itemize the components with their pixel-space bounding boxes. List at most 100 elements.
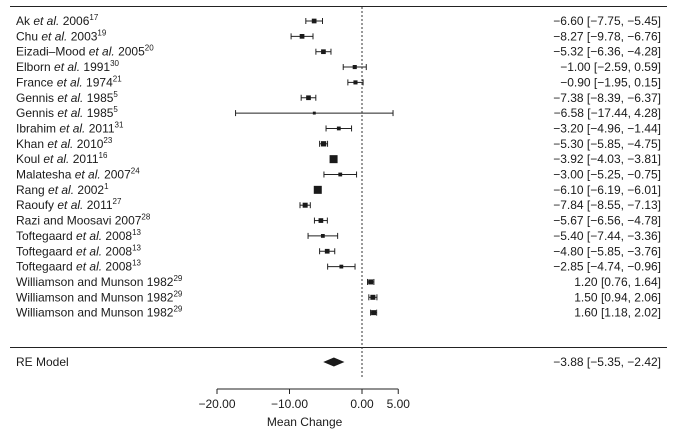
study-reference: 30	[110, 59, 119, 68]
study-label: Gennis et al. 19855	[16, 90, 118, 105]
study-year: 1985	[87, 91, 114, 105]
study-et-al: et al.	[76, 244, 102, 258]
study-author: Khan	[16, 137, 47, 151]
study-reference: 31	[115, 120, 124, 129]
study-row: Gennis et al. 19855 −6.58 [−17.44, 4.28]	[16, 105, 661, 120]
study-row: Malatesha et al. 200724 −3.00 [−5.25, −0.…	[16, 167, 661, 182]
study-reference: 13	[132, 243, 141, 252]
study-label: Eizadi–Mood et al. 200520	[16, 44, 154, 59]
study-author: Toftegaard	[16, 244, 76, 258]
study-reference: 21	[113, 74, 122, 83]
study-row: Williamson and Munson 198229 1.20 [0.76, …	[16, 274, 661, 289]
study-author: Ibrahim	[16, 121, 59, 135]
estimate-ci-text: −1.00 [−2.59, 0.59]	[560, 60, 661, 74]
estimate-ci-text: −5.30 [−5.85, −4.75]	[553, 137, 661, 151]
study-author: Razi and Moosavi	[16, 214, 115, 228]
study-reference: 29	[173, 305, 182, 314]
point-estimate	[320, 234, 325, 238]
study-et-al: et al.	[41, 29, 67, 43]
study-et-al: et al.	[57, 91, 83, 105]
study-reference: 13	[132, 259, 141, 268]
estimate-ci-text: −3.20 [−4.96, −1.44]	[553, 121, 661, 135]
study-reference: 19	[97, 28, 106, 37]
summary-label: RE Model	[16, 355, 69, 369]
study-row: Razi and Moosavi 200728 −5.67 [−6.56, −4.…	[16, 213, 661, 228]
study-et-al: et al.	[75, 168, 101, 182]
study-row: Rang et al. 20021 −6.10 [−6.19, −6.01]	[16, 182, 661, 197]
study-row: Gennis et al. 19855 −7.38 [−8.39, −6.37]	[16, 90, 661, 105]
study-row: Williamson and Munson 198229 1.50 [0.94, …	[16, 289, 661, 304]
point-estimate	[311, 18, 317, 24]
study-et-al: et al.	[76, 260, 102, 274]
study-label: Toftegaard et al. 200813	[16, 259, 142, 274]
point-estimate	[306, 95, 311, 101]
study-row: Elborn et al. 199130 −1.00 [−2.59, 0.59]	[16, 59, 661, 74]
study-year: 2011	[89, 121, 115, 135]
point-estimate	[321, 49, 326, 55]
study-label: Toftegaard et al. 200813	[16, 243, 142, 258]
study-label: Gennis et al. 19855	[16, 105, 118, 120]
point-estimate	[302, 202, 308, 208]
study-row: Chu et al. 200319 −8.27 [−9.78, −6.76]	[16, 28, 661, 43]
study-author: Raoufy	[16, 198, 57, 212]
study-row: Williamson and Munson 198229 1.60 [1.18, …	[16, 305, 661, 320]
study-et-al: et al.	[89, 45, 115, 59]
study-et-al: et al.	[43, 152, 69, 166]
estimate-ci-text: 1.60 [1.18, 2.02]	[574, 306, 661, 320]
x-axis-title: Mean Change	[267, 415, 343, 429]
study-label: Koul et al. 201116	[16, 151, 108, 166]
study-year: 2008	[105, 260, 132, 274]
study-reference: 24	[131, 167, 140, 176]
study-year: 1991	[83, 60, 110, 74]
study-et-al: et al.	[57, 198, 83, 212]
study-label: Ak et al. 200617	[16, 13, 99, 28]
study-reference: 28	[141, 213, 150, 222]
study-year: 1982	[147, 306, 174, 320]
estimate-ci-text: −6.10 [−6.19, −6.01]	[553, 183, 661, 197]
point-estimate	[352, 65, 357, 70]
estimate-ci-text: −7.38 [−8.39, −6.37]	[553, 91, 661, 105]
study-label: Elborn et al. 199130	[16, 59, 120, 74]
study-year: 2011	[87, 198, 113, 212]
study-author: Chu	[16, 29, 41, 43]
study-row: Ibrahim et al. 201131 −3.20 [−4.96, −1.44…	[16, 120, 661, 135]
study-et-al: et al.	[47, 137, 73, 151]
plot-frame	[10, 6, 667, 378]
estimate-ci-text: −5.67 [−6.56, −4.78]	[553, 214, 661, 228]
study-author: Rang	[16, 183, 48, 197]
estimate-ci-text: −8.27 [−9.78, −6.76]	[553, 29, 661, 43]
x-axis: −20.00 −10.00 0.00 5.00 Mean Change	[198, 388, 411, 429]
estimate-ci-text: −3.00 [−5.25, −0.75]	[553, 168, 661, 182]
study-reference: 20	[145, 44, 154, 53]
estimate-ci-text: 1.50 [0.94, 2.06]	[574, 290, 661, 304]
study-year: 2002	[77, 183, 104, 197]
study-author: France	[16, 75, 57, 89]
point-estimate	[299, 34, 305, 39]
study-author: Gennis	[16, 91, 57, 105]
study-year: 2005	[118, 45, 145, 59]
study-reference: 13	[132, 228, 141, 237]
study-year: 1982	[147, 275, 174, 289]
study-label: Chu et al. 200319	[16, 28, 107, 43]
study-row: Koul et al. 201116 −3.92 [−4.03, −3.81]	[16, 151, 661, 166]
x-tick-label: −10.00	[271, 397, 308, 411]
study-year: 2007	[104, 168, 131, 182]
study-et-al: et al.	[59, 121, 85, 135]
study-year: 2008	[105, 244, 132, 258]
point-estimate	[339, 264, 344, 269]
x-tick-label: 5.00	[387, 397, 411, 411]
point-estimate	[371, 310, 377, 316]
study-author: Elborn	[16, 60, 54, 74]
study-reference: 17	[89, 13, 98, 22]
study-et-al: et al.	[57, 75, 83, 89]
study-year: 2006	[63, 14, 90, 28]
study-year: 1982	[147, 290, 174, 304]
study-label: Khan et al. 201023	[16, 136, 113, 151]
study-label: Williamson and Munson 198229	[16, 289, 183, 304]
study-label: Williamson and Munson 198229	[16, 305, 183, 320]
study-row: Raoufy et al. 201127 −7.84 [−8.55, −7.13]	[16, 197, 661, 212]
study-author: Koul	[16, 152, 43, 166]
study-author: Toftegaard	[16, 229, 76, 243]
estimate-ci-text: −6.58 [−17.44, 4.28]	[554, 106, 661, 120]
estimate-ci-text: −4.80 [−5.85, −3.76]	[553, 244, 661, 258]
